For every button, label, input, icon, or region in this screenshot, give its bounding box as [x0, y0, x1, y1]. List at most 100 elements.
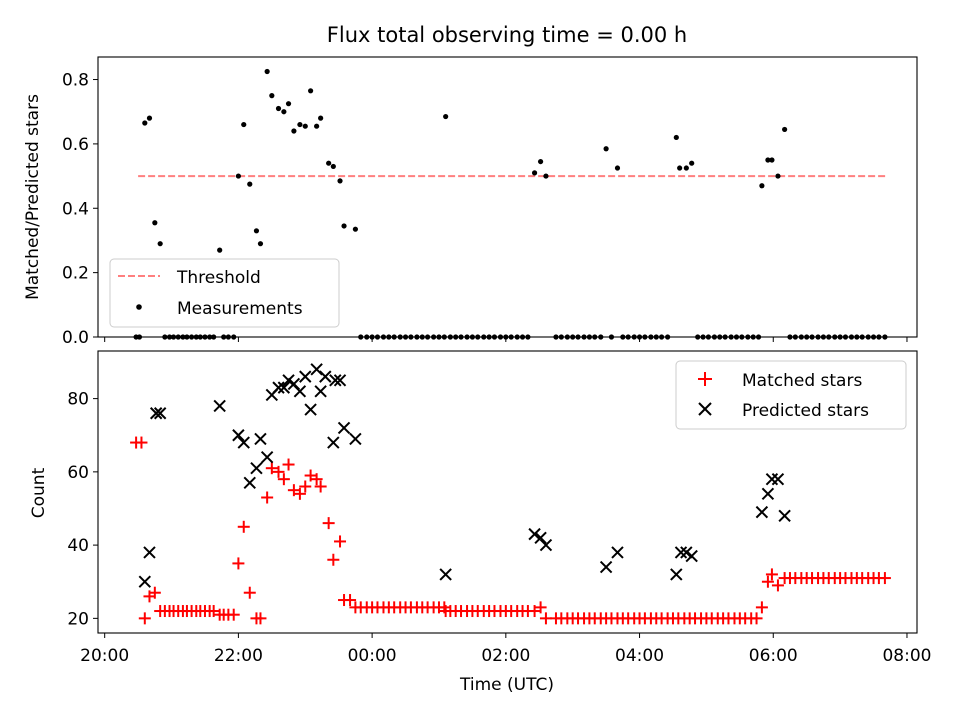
legend-predicted-swatch [698, 402, 712, 416]
matched-star-point [765, 568, 778, 581]
top-axes-frame [97, 56, 918, 338]
x-tick-label: 22:00 [214, 646, 263, 666]
bottom-legend-box [675, 360, 907, 430]
matched-star-point [282, 458, 295, 471]
predicted-star-point [293, 385, 307, 398]
matched-star-point [243, 586, 256, 599]
predicted-star-point [439, 568, 452, 581]
predicted-star-point [761, 487, 775, 501]
measurement-point [235, 173, 241, 179]
measurement-point [341, 223, 347, 229]
bottom-y-ticks: 20 40 60 80 [67, 390, 98, 629]
x-axis-label: Time (UTC) [459, 675, 554, 695]
x-tick-label: 04:00 [615, 646, 664, 666]
measurement-point [291, 128, 297, 134]
predicted-star-point [685, 549, 698, 563]
predicted-star-point [349, 432, 362, 446]
matched-star-point [261, 491, 274, 504]
matched-star-point [528, 605, 541, 618]
bottom-x-ticks: 20:00 22:00 00:00 02:00 04:00 06:00 08:00 [80, 633, 931, 666]
bottom-y-tick-label: 80 [67, 390, 89, 410]
predicted-star-point [260, 451, 274, 464]
predicted-star-point [611, 546, 624, 559]
measurement-point [241, 121, 247, 128]
predicted-star-point [282, 374, 295, 387]
matched-star-point [878, 572, 891, 585]
measurement-point [537, 158, 544, 165]
predicted-star-point [337, 421, 351, 435]
top-y-ticks: 0.0 0.2 0.4 0.6 0.8 [62, 71, 98, 348]
measurement-point [269, 93, 275, 99]
measurement-point [673, 134, 679, 141]
measurement-point [603, 146, 609, 152]
matched-star-point [237, 520, 250, 533]
predicted-star-point [670, 568, 683, 581]
matched-star-point [277, 473, 290, 486]
chart-title: Flux total observing time = 0.00 h [327, 23, 687, 47]
measurement-point [275, 105, 282, 112]
matched-star-point [254, 612, 267, 625]
measurement-point [677, 165, 683, 171]
measurement-point [683, 165, 689, 171]
measurement-point [765, 157, 771, 163]
matched-star-point [207, 605, 220, 618]
top-legend: Threshold Measurements [109, 258, 340, 328]
predicted-star-point [755, 505, 769, 519]
top-axes: 0.00.20.40.60.8 Matched/Predicted stars … [23, 56, 918, 348]
top-y-tick-label: 0.8 [62, 71, 89, 91]
matched-star-point [232, 557, 245, 570]
predicted-star-point [778, 509, 791, 523]
measurement-point [318, 115, 324, 121]
top-y-tick-label: 0.2 [62, 264, 89, 284]
measurement-point [253, 228, 260, 234]
x-tick-label: 02:00 [481, 646, 530, 666]
predicted-star-point [272, 381, 285, 394]
bottom-y-tick-label: 60 [67, 463, 89, 483]
measurement-point [285, 101, 292, 107]
bottom-y-axis-label: Count [29, 467, 49, 518]
legend-measurements-label: Measurements [177, 299, 303, 319]
predicted-star-point [680, 546, 693, 559]
x-tick-label: 06:00 [749, 646, 798, 666]
x-tick-label: 00:00 [348, 646, 397, 666]
predicted-star-point [299, 370, 312, 383]
measurement-point [247, 181, 253, 187]
measurement-point [330, 163, 336, 170]
matched-star-point [272, 465, 285, 478]
measurement-point [297, 121, 303, 128]
measurement-point [217, 247, 223, 253]
measurement-point [443, 113, 449, 120]
measurement-point [782, 126, 788, 133]
legend-matched-label: Matched stars [742, 371, 862, 391]
predicted-star-point [314, 385, 327, 398]
matched-star-point [304, 469, 317, 482]
matched-star-point [265, 462, 278, 475]
predicted-star-point [319, 370, 332, 383]
measurement-point [146, 115, 153, 121]
predicted-star-point [771, 472, 785, 486]
measurement-point [614, 165, 621, 171]
predicted-star-point [534, 531, 547, 544]
measurement-point [308, 88, 314, 94]
predicted-star-point [329, 374, 342, 387]
predicted-star-point [765, 472, 779, 486]
matched-star-point [135, 436, 148, 449]
predicted-star-point [213, 399, 226, 413]
measurement-point [759, 183, 765, 189]
measurement-point [769, 157, 775, 163]
measurement-point [326, 160, 332, 166]
predicted-star-point [250, 461, 263, 475]
legend-measurement-swatch [136, 304, 142, 310]
legend-threshold-label: Threshold [176, 268, 261, 288]
predicted-star-point [237, 436, 250, 449]
matched-star-point [534, 601, 547, 614]
measurement-point [314, 123, 320, 129]
matched-star-point [750, 612, 763, 625]
measurement-point [152, 220, 158, 226]
measurement-point [531, 170, 538, 176]
matched-star-point [310, 473, 323, 486]
predicted-star-point [333, 374, 347, 387]
measurement-point [257, 241, 264, 247]
matched-star-point [334, 535, 347, 548]
predicted-star-point [528, 527, 541, 541]
